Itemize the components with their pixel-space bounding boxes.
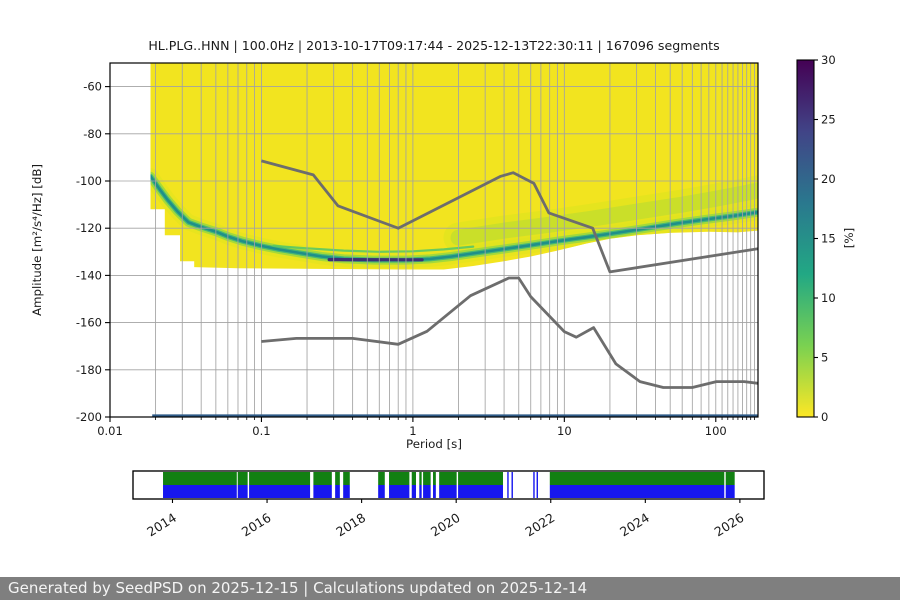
timeline-segment-green	[423, 472, 431, 485]
timeline: 2014 2016 2018 2020 2022 2024 2026	[132, 470, 765, 540]
nhnm-line	[261, 159, 758, 274]
x-tick-label: 0.01	[97, 424, 123, 438]
timeline-frame-overlay	[132, 470, 765, 500]
timeline-sliver-blue	[507, 472, 509, 498]
timeline-segment-blue	[378, 485, 385, 498]
timeline-segment-blue	[163, 485, 237, 498]
x-tick-label: 100	[705, 424, 727, 438]
colorbar-tick-label: 15	[821, 232, 836, 246]
timeline-segment-blue	[313, 485, 332, 498]
nlnm-line	[261, 276, 758, 389]
noise-models	[261, 159, 758, 389]
timeline-sliver-blue	[533, 472, 535, 498]
timeline-segment-blue	[237, 485, 248, 498]
colorbar: 0 5 10 15 20 25 30	[796, 53, 836, 424]
timeline-segment-blue	[411, 485, 416, 498]
footer-bar: Generated by SeedPSD on 2025-12-15 | Cal…	[0, 577, 900, 600]
timeline-sliver-blue	[536, 472, 538, 498]
timeline-segment-green	[163, 472, 237, 485]
timeline-segment-green	[335, 472, 340, 485]
timeline-year-label: 2024	[617, 510, 652, 540]
timeline-segment-green	[419, 472, 422, 485]
x-axis-label: Period [s]	[406, 437, 462, 451]
timeline-segment-green	[411, 472, 416, 485]
timeline-segment-blue	[419, 485, 422, 498]
timeline-year-label: 2014	[144, 510, 179, 540]
timeline-sliver-blue	[511, 472, 513, 498]
timeline-year-label: 2020	[428, 510, 463, 540]
timeline-year-label: 2016	[239, 510, 274, 540]
y-tick-label: -180	[76, 363, 102, 377]
timeline-year-label: 2026	[712, 510, 747, 540]
timeline-segment-green	[343, 472, 350, 485]
x-tick-label: 10	[557, 424, 572, 438]
axis-ticks	[105, 86, 755, 422]
colorbar-gradient-rect	[797, 60, 814, 417]
timeline-segment-blue	[458, 485, 503, 498]
timeline-year-label: 2018	[333, 510, 368, 540]
colorbar-tick-label: 0	[821, 410, 828, 424]
timeline-segment-green	[725, 472, 735, 485]
colorbar-tick-label: 25	[821, 113, 836, 127]
y-tick-label: -160	[76, 316, 102, 330]
timeline-segment-green	[389, 472, 410, 485]
plot-title: HL.PLG..HNN | 100.0Hz | 2013-10-17T09:17…	[148, 38, 720, 53]
colorbar-tick-label: 30	[821, 53, 836, 67]
plot-frame	[109, 62, 759, 418]
y-tick-label: -120	[76, 221, 102, 235]
y-tick-label: -200	[76, 410, 102, 424]
timeline-segment-blue	[343, 485, 350, 498]
gridlines	[110, 63, 758, 417]
footer-text: Generated by SeedPSD on 2025-12-15 | Cal…	[8, 579, 588, 597]
timeline-segment-green	[378, 472, 385, 485]
colorbar-tick-label: 20	[821, 172, 836, 186]
y-tick-label: -80	[83, 127, 102, 141]
timeline-segment-blue	[433, 485, 436, 498]
timeline-segment-green	[439, 472, 457, 485]
timeline-segment-blue	[439, 485, 457, 498]
y-tick-label: -60	[83, 80, 102, 94]
colorbar-tick-label: 5	[821, 351, 828, 365]
timeline-segment-blue	[423, 485, 431, 498]
timeline-segment-green	[433, 472, 436, 485]
timeline-segment-blue	[335, 485, 340, 498]
timeline-segment-blue	[549, 485, 725, 498]
timeline-segment-blue	[249, 485, 311, 498]
timeline-segment-blue	[725, 485, 735, 498]
y-tick-label: -100	[76, 174, 102, 188]
y-tick-label: -140	[76, 268, 102, 282]
timeline-segment-green	[549, 472, 725, 485]
timeline-segment-green	[249, 472, 311, 485]
timeline-year-label: 2022	[522, 510, 557, 540]
timeline-segment-green	[313, 472, 332, 485]
timeline-segment-green	[458, 472, 503, 485]
colorbar-tick-label: 10	[821, 291, 836, 305]
timeline-segment-blue	[389, 485, 410, 498]
timeline-segment-green	[237, 472, 248, 485]
x-tick-label: 1	[409, 424, 416, 438]
x-tick-label: 0.1	[252, 424, 270, 438]
